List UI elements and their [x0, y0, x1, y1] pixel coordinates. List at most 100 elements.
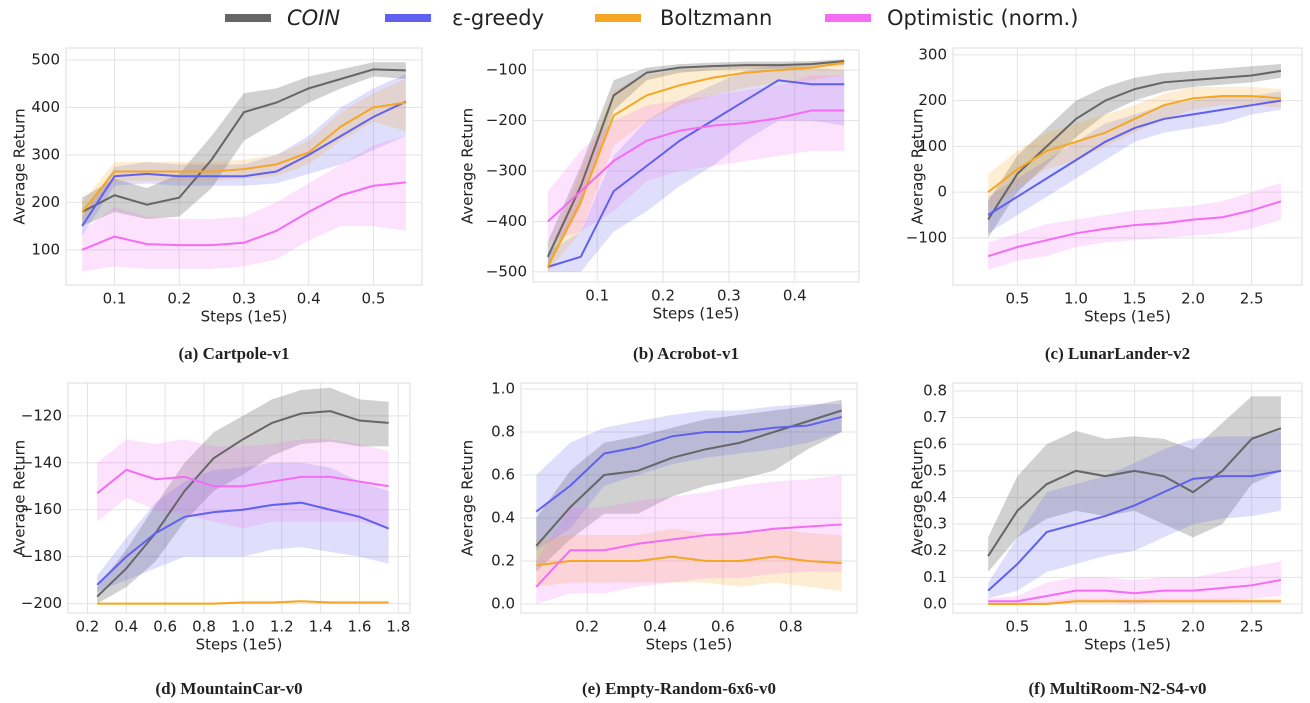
x-tick-label: 0.1: [585, 287, 609, 305]
y-tick-label: −300: [486, 162, 527, 180]
x-tick-label: 0.6: [711, 618, 735, 636]
x-tick-label: 1.5: [1123, 290, 1147, 308]
series-line: [96, 410, 389, 598]
x-axis-label: Steps (1e5): [653, 305, 740, 323]
series-line: [535, 523, 842, 588]
plot-frame: [952, 382, 1303, 614]
y-axis-label: Average Return: [459, 108, 477, 224]
plot-frame: [520, 382, 858, 614]
y-axis-label: Average Return: [459, 440, 477, 556]
confidence-band: [536, 528, 842, 592]
series-line: [81, 101, 406, 213]
x-tick-label: 0.1: [103, 290, 127, 308]
series-line: [987, 200, 1282, 258]
series-line: [987, 427, 1282, 557]
confidence-band: [988, 396, 1281, 573]
chart-caption: (b) Acrobot-v1: [633, 344, 739, 363]
x-tick-label: 0.6: [153, 618, 177, 636]
y-tick-label: −200: [486, 111, 527, 129]
x-tick-label: 0.5: [362, 290, 386, 308]
y-tick-label: 500: [31, 50, 60, 68]
x-tick-label: 2.5: [1240, 618, 1264, 636]
confidence-band: [82, 74, 406, 236]
x-tick-label: 1.0: [1064, 290, 1088, 308]
chart-caption: (a) Cartpole-v1: [179, 344, 290, 363]
chart-caption: (c) LunarLander-v2: [1045, 344, 1190, 363]
x-tick-label: 1.2: [270, 618, 294, 636]
x-tick-label: 2.0: [1181, 290, 1205, 308]
series-line: [96, 468, 389, 495]
x-tick-label: 0.2: [167, 290, 191, 308]
series-line: [535, 415, 842, 513]
y-tick-label: 100: [918, 137, 947, 155]
y-tick-label: −100: [486, 61, 527, 79]
x-axis-label: Steps (1e5): [646, 636, 733, 654]
series-line: [987, 95, 1281, 193]
x-tick-label: 0.5: [1005, 618, 1029, 636]
confidence-band: [97, 462, 389, 592]
y-tick-label: 0.0: [923, 594, 947, 612]
y-tick-label: −140: [21, 453, 62, 471]
x-tick-label: 0.8: [192, 618, 216, 636]
series-line: [97, 600, 389, 605]
x-tick-label: 2.5: [1240, 290, 1264, 308]
y-tick-label: 0.7: [923, 408, 947, 426]
confidence-band: [97, 387, 389, 604]
y-tick-label: −180: [21, 547, 62, 565]
series-line: [547, 79, 845, 268]
plot-frame: [67, 382, 411, 614]
confidence-band: [547, 60, 845, 272]
plot-frame: [65, 47, 423, 286]
legend-label: ε-greedy: [452, 6, 544, 30]
series-line: [987, 469, 1282, 592]
y-tick-label: 0.6: [923, 435, 947, 453]
confidence-band: [82, 62, 406, 227]
y-tick-label: 0.4: [923, 488, 947, 506]
confidence-band: [547, 65, 845, 272]
x-tick-label: 1.8: [386, 618, 410, 636]
confidence-band: [988, 86, 1281, 211]
y-tick-label: 0.5: [923, 461, 947, 479]
confidence-band: [536, 475, 842, 604]
confidence-band: [988, 430, 1281, 599]
x-tick-label: 0.2: [575, 618, 599, 636]
x-axis-label: Steps (1e5): [1084, 308, 1171, 326]
y-tick-label: 300: [31, 145, 60, 163]
y-tick-label: 200: [918, 91, 947, 109]
series-line: [987, 69, 1282, 221]
x-tick-label: 0.2: [76, 618, 100, 636]
series-line: [988, 600, 1281, 605]
confidence-band: [82, 135, 406, 272]
confidence-band: [988, 182, 1281, 270]
y-tick-label: 0.0: [491, 594, 515, 612]
y-axis-label: Average Return: [909, 440, 927, 556]
chart-caption: (d) MountainCar-v0: [155, 679, 302, 698]
x-tick-label: 0.3: [232, 290, 256, 308]
series-line: [546, 61, 845, 268]
x-tick-label: 0.4: [783, 287, 807, 305]
y-tick-label: 0.2: [923, 541, 947, 559]
x-tick-label: 0.2: [651, 287, 675, 305]
y-tick-label: −200: [21, 594, 62, 612]
y-tick-label: 0.2: [491, 551, 515, 569]
confidence-band: [536, 404, 842, 551]
x-tick-label: 1.0: [231, 618, 255, 636]
y-axis-label: Average Return: [11, 440, 29, 556]
y-tick-label: 200: [31, 193, 60, 211]
x-axis-label: Steps (1e5): [201, 308, 288, 326]
series-line: [988, 579, 1282, 603]
x-axis-label: Steps (1e5): [196, 636, 283, 654]
x-axis-label: Steps (1e5): [1084, 636, 1171, 654]
plot-frame: [952, 47, 1303, 286]
y-tick-label: −120: [21, 406, 62, 424]
series-line: [547, 109, 845, 223]
x-tick-label: 0.8: [779, 618, 803, 636]
series-line: [536, 555, 842, 567]
y-tick-label: 0.8: [491, 423, 515, 441]
confidence-band: [536, 399, 842, 572]
y-tick-label: −500: [486, 262, 527, 280]
series-line: [546, 60, 845, 258]
y-axis-label: Average Return: [11, 108, 29, 224]
confidence-band: [97, 439, 389, 529]
